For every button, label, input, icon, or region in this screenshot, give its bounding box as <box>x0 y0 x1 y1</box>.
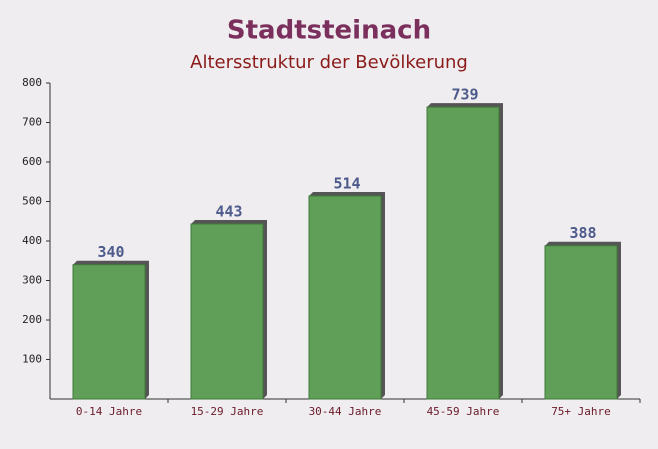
bar <box>190 223 264 400</box>
x-tick-label: 45-59 Jahre <box>427 405 500 418</box>
x-tick-label: 15-29 Jahre <box>191 405 264 418</box>
x-tick-label: 75+ Jahre <box>551 405 611 418</box>
value-label: 443 <box>215 203 242 221</box>
bar <box>544 245 618 400</box>
value-label: 514 <box>333 174 360 192</box>
x-tick-label: 0-14 Jahre <box>76 405 142 418</box>
chart-title: Stadtsteinach <box>227 16 431 46</box>
x-tick-label: 30-44 Jahre <box>309 405 382 418</box>
y-tick-label: 300 <box>22 274 42 287</box>
y-tick-label: 800 <box>22 76 42 89</box>
value-label: 739 <box>451 86 478 104</box>
y-tick-label: 100 <box>22 353 42 366</box>
bar <box>426 106 500 400</box>
value-label: 388 <box>569 224 596 242</box>
y-tick-label: 600 <box>22 155 42 168</box>
y-tick-label: 400 <box>22 234 42 247</box>
chart-subtitle: Altersstruktur der Bevölkerung <box>190 52 468 73</box>
y-tick-label: 500 <box>22 195 42 208</box>
y-tick-label: 200 <box>22 313 42 326</box>
bar <box>72 264 146 400</box>
y-tick-label: 700 <box>22 116 42 129</box>
bar <box>308 195 382 400</box>
value-label: 340 <box>97 243 124 261</box>
